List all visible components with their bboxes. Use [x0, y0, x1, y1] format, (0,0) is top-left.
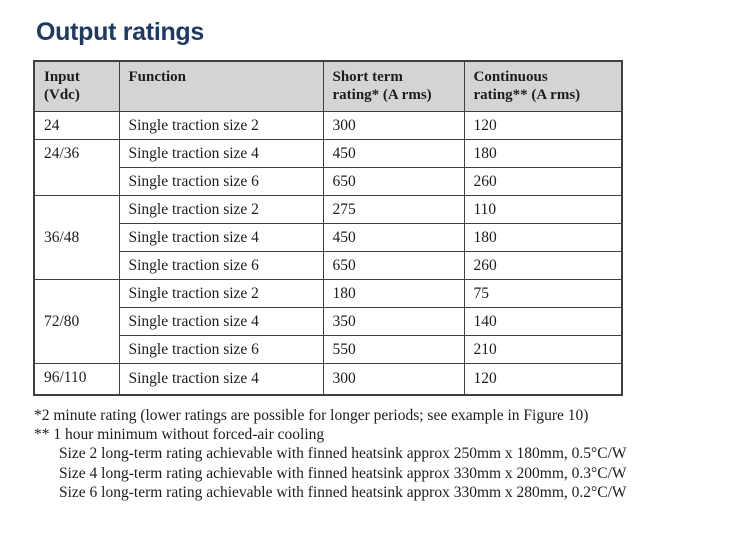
continuous-cell: 75	[463, 279, 623, 308]
continuous-cell: 260	[463, 251, 623, 280]
function-cell: Single traction size 6	[118, 251, 324, 280]
col-header-continuous-rating: Continuous rating** (A rms)	[463, 60, 623, 112]
col-header-input: Input (Vdc)	[33, 60, 120, 112]
table-row: Single traction size 4 450 180	[34, 223, 623, 252]
table-row: 24 Single traction size 2 300 120	[33, 111, 623, 140]
continuous-cell: 120	[463, 363, 623, 395]
header-row: Input (Vdc) Function Short term rating* …	[33, 60, 623, 112]
continuous-cell: 140	[463, 307, 623, 336]
continuous-cell: 260	[463, 167, 623, 196]
short-term-cell: 650	[322, 167, 465, 196]
col-header-function: Function	[118, 60, 324, 112]
col-header-short-term-rating: Short term rating* (A rms)	[322, 60, 465, 112]
continuous-cell: 180	[463, 223, 623, 252]
table-row: Single traction size 6 550 210	[34, 335, 623, 364]
short-term-cell: 450	[322, 139, 465, 168]
short-term-cell: 300	[322, 363, 465, 395]
footnote-size6-heatsink: Size 6 long-term rating achievable with …	[59, 484, 627, 502]
function-cell: Single traction size 2	[118, 279, 324, 308]
short-term-cell: 550	[322, 335, 465, 364]
table-row: 72/80 Single traction size 2 180 75	[33, 279, 623, 364]
footnote-size4-heatsink: Size 4 long-term rating achievable with …	[59, 464, 627, 482]
short-term-cell: 180	[322, 279, 465, 308]
page: Output ratings Input (Vdc) Function Shor…	[33, 18, 736, 503]
function-cell: Single traction size 4	[118, 139, 324, 168]
table-row: 24/36 Single traction size 4 450 180	[33, 139, 623, 196]
function-cell: Single traction size 4	[118, 307, 324, 336]
table-row: Single traction size 6 650 260	[34, 251, 623, 280]
function-cell: Single traction size 4	[118, 363, 324, 395]
table-row: 36/48 Single traction size 2 275 110	[33, 195, 623, 280]
short-term-cell: 350	[322, 307, 465, 336]
input-cell: 96/110	[33, 363, 120, 395]
short-term-cell: 300	[322, 111, 465, 140]
continuous-cell: 110	[463, 195, 623, 224]
input-cell: 24/36	[33, 139, 120, 196]
input-cell: 24	[33, 111, 120, 140]
table-row: 96/110 Single traction size 4 300 120	[33, 363, 623, 395]
function-cell: Single traction size 2	[118, 195, 324, 224]
continuous-cell: 180	[463, 139, 623, 168]
footnote-short-term-rating: *2 minute rating (lower ratings are poss…	[34, 406, 589, 424]
output-ratings-tbody: 24 Single traction size 2 300 120 24/36 Singl…	[33, 111, 623, 395]
continuous-cell: 120	[463, 111, 623, 140]
short-term-cell: 650	[322, 251, 465, 280]
function-cell: Single traction size 6	[118, 335, 324, 364]
table-row: Single traction size 4 350 140	[34, 307, 623, 336]
footnote-size2-heatsink: Size 2 long-term rating achievable with …	[59, 445, 627, 463]
function-cell: Single traction size 4	[118, 223, 324, 252]
table-row: Single traction size 6 650 260	[34, 167, 623, 196]
continuous-cell: 210	[463, 335, 623, 364]
footnote-continuous-rating: ** 1 hour minimum without forced-air coo…	[34, 425, 325, 443]
short-term-cell: 275	[322, 195, 465, 224]
input-cell: 72/80	[33, 279, 120, 364]
footnotes: *2 minute rating (lower ratings are poss…	[34, 406, 736, 503]
function-cell: Single traction size 2	[118, 111, 324, 140]
output-ratings-table: Input (Vdc) Function Short term rating* …	[33, 60, 623, 396]
input-cell: 36/48	[33, 195, 120, 280]
page-title: Output ratings	[36, 18, 205, 46]
function-cell: Single traction size 6	[118, 167, 324, 196]
short-term-cell: 450	[322, 223, 465, 252]
